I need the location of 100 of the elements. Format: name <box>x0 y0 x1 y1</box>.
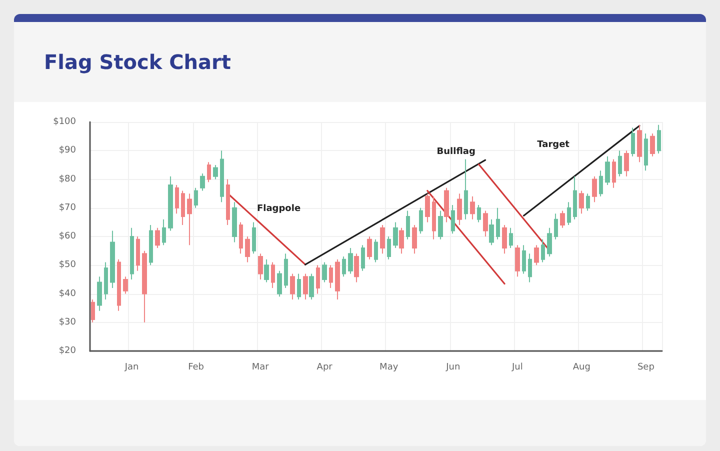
candlestick <box>303 273 308 300</box>
candlestick <box>252 222 256 254</box>
candlestick <box>232 202 237 243</box>
candlestick <box>477 204 481 223</box>
x-tick-label: Feb <box>188 362 204 372</box>
candlestick <box>444 187 449 223</box>
y-tick-label: $50 <box>58 260 76 270</box>
candlestick <box>380 224 385 254</box>
candlestick <box>220 150 224 203</box>
candlestick <box>541 238 545 263</box>
x-tick-label: Sep <box>637 362 655 372</box>
candlestick <box>277 270 282 298</box>
candlestick <box>213 164 218 180</box>
candlestick <box>451 204 455 234</box>
candlestick <box>271 262 275 289</box>
y-tick-label: $100 <box>53 117 76 127</box>
candlestick <box>97 276 102 312</box>
candlestick <box>457 193 462 226</box>
candlestick <box>123 276 128 294</box>
y-tick-label: $80 <box>58 174 76 184</box>
candlestick <box>187 193 192 246</box>
candlestick <box>547 227 552 258</box>
candlestick <box>502 224 507 254</box>
candlestick <box>104 262 108 300</box>
annotation: Target <box>537 140 570 150</box>
candlestick <box>412 224 417 254</box>
x-tick-label: Aug <box>572 362 590 372</box>
candlestick <box>348 247 353 274</box>
y-tick-label: $30 <box>58 317 76 328</box>
x-tick-label: Mar <box>252 362 270 372</box>
candlestick <box>624 150 629 177</box>
candlestick <box>406 210 410 240</box>
candlestick <box>419 207 423 234</box>
candlestick <box>354 253 359 283</box>
candlestick <box>181 190 185 226</box>
candlestick <box>612 158 616 188</box>
candlestick <box>387 236 391 260</box>
candlestick <box>567 202 571 226</box>
candlestick <box>631 127 635 157</box>
candlestick <box>309 273 314 300</box>
candlestick <box>399 227 404 254</box>
candlestick <box>470 196 475 220</box>
candlestick <box>528 253 532 283</box>
candlestick <box>149 224 153 266</box>
candlestick <box>554 213 558 240</box>
candlestick <box>239 222 243 254</box>
candlestick <box>226 178 230 226</box>
candlestick <box>142 250 147 323</box>
candlestick <box>592 176 597 203</box>
candlestick <box>130 227 134 280</box>
y-tick-label: $60 <box>58 232 76 242</box>
candlestick <box>464 158 468 220</box>
candlestick <box>432 196 436 240</box>
candlestick <box>258 253 263 280</box>
candlestick <box>207 162 211 183</box>
candlestick <box>91 298 95 323</box>
candlestick <box>644 132 648 172</box>
y-tick-label: $40 <box>58 288 76 299</box>
candlestick <box>245 236 250 263</box>
candlestick <box>194 187 198 208</box>
candlestick <box>496 207 500 240</box>
candlestick <box>322 262 327 283</box>
candlestick <box>650 132 655 157</box>
candlestick <box>367 236 372 260</box>
candlestick <box>335 258 340 300</box>
candlestick <box>168 176 173 232</box>
candlestick <box>290 273 295 300</box>
candlestick <box>438 210 443 240</box>
candlestick <box>117 258 121 312</box>
candlestick <box>489 218 494 246</box>
candlestick <box>316 264 320 294</box>
x-tick-label: May <box>380 362 399 372</box>
candlestick <box>586 193 590 212</box>
candlestick <box>393 222 398 248</box>
candlestick <box>425 193 430 223</box>
candlestick <box>573 176 577 220</box>
candlestick <box>342 256 346 278</box>
chart-title: Flag Stock Chart <box>44 50 231 74</box>
x-tick-label: Jun <box>445 362 460 372</box>
candlestick <box>297 273 301 300</box>
y-tick-label: $20 <box>58 346 76 356</box>
y-tick-label: $70 <box>58 202 76 213</box>
candlestick <box>599 170 603 197</box>
candlestick <box>515 244 520 278</box>
candlestick <box>522 244 526 274</box>
candlestick <box>483 210 488 237</box>
annotation: Flagpole <box>256 204 301 214</box>
candlestick <box>657 124 661 154</box>
candlestick <box>579 190 584 214</box>
candlestick <box>374 238 378 263</box>
candlestick <box>637 124 642 163</box>
candlestick <box>329 264 333 289</box>
candlestick <box>605 156 610 186</box>
candlestick <box>136 236 140 272</box>
x-tick-label: Jan <box>124 362 139 372</box>
candlestick <box>618 150 622 177</box>
candlestick <box>162 218 166 246</box>
candlestick <box>110 230 115 289</box>
candlestick <box>509 227 513 248</box>
annotation: Bullflag <box>436 146 476 157</box>
